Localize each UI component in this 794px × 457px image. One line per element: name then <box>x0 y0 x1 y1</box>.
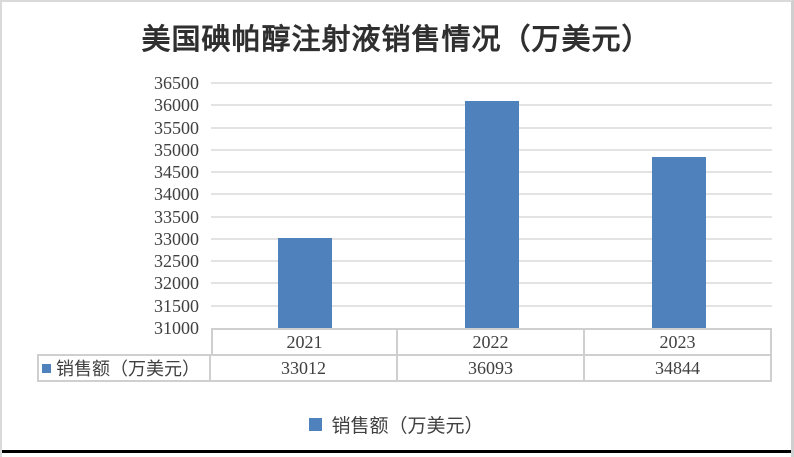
y-axis-tick-label: 31500 <box>154 296 199 316</box>
gridline <box>211 82 772 84</box>
bottom-border-line <box>2 450 791 453</box>
y-axis-tick-label: 35500 <box>154 118 199 138</box>
legend: 销售额（万美元） <box>2 411 791 438</box>
series-marker-icon <box>42 363 51 373</box>
bar-2023 <box>652 157 706 328</box>
y-axis-tick-label: 34500 <box>154 162 199 182</box>
y-axis-tick-label: 31000 <box>154 318 199 338</box>
y-axis-tick-label: 34000 <box>154 184 199 204</box>
table-year-cell: 2021 <box>211 328 398 356</box>
table-row-header-label: 销售额（万美元） <box>56 359 200 379</box>
table-value-cell: 33012 <box>211 356 398 382</box>
chart-title: 美国碘帕醇注射液销售情况（万美元） <box>141 24 652 56</box>
y-axis-tick-label: 32500 <box>154 251 199 271</box>
table-value-cell: 34844 <box>585 356 772 382</box>
y-axis-tick-label: 35000 <box>154 140 199 160</box>
table-year-cell: 2023 <box>585 328 772 356</box>
y-axis-tick-label: 36500 <box>154 73 199 93</box>
y-axis-tick-label: 32000 <box>154 273 199 293</box>
table-value-cell: 36093 <box>398 356 585 382</box>
y-axis-tick-label: 33500 <box>154 207 199 227</box>
y-axis-tick-label: 33000 <box>154 229 199 249</box>
table-row-header: 销售额（万美元） <box>37 354 211 382</box>
legend-label: 销售额（万美元） <box>331 416 484 437</box>
legend-marker-icon <box>309 418 323 431</box>
table-year-cell: 2022 <box>398 328 585 356</box>
bar-2022 <box>465 101 519 328</box>
y-axis-tick-label: 36000 <box>154 95 199 115</box>
bar-2021 <box>278 238 332 328</box>
